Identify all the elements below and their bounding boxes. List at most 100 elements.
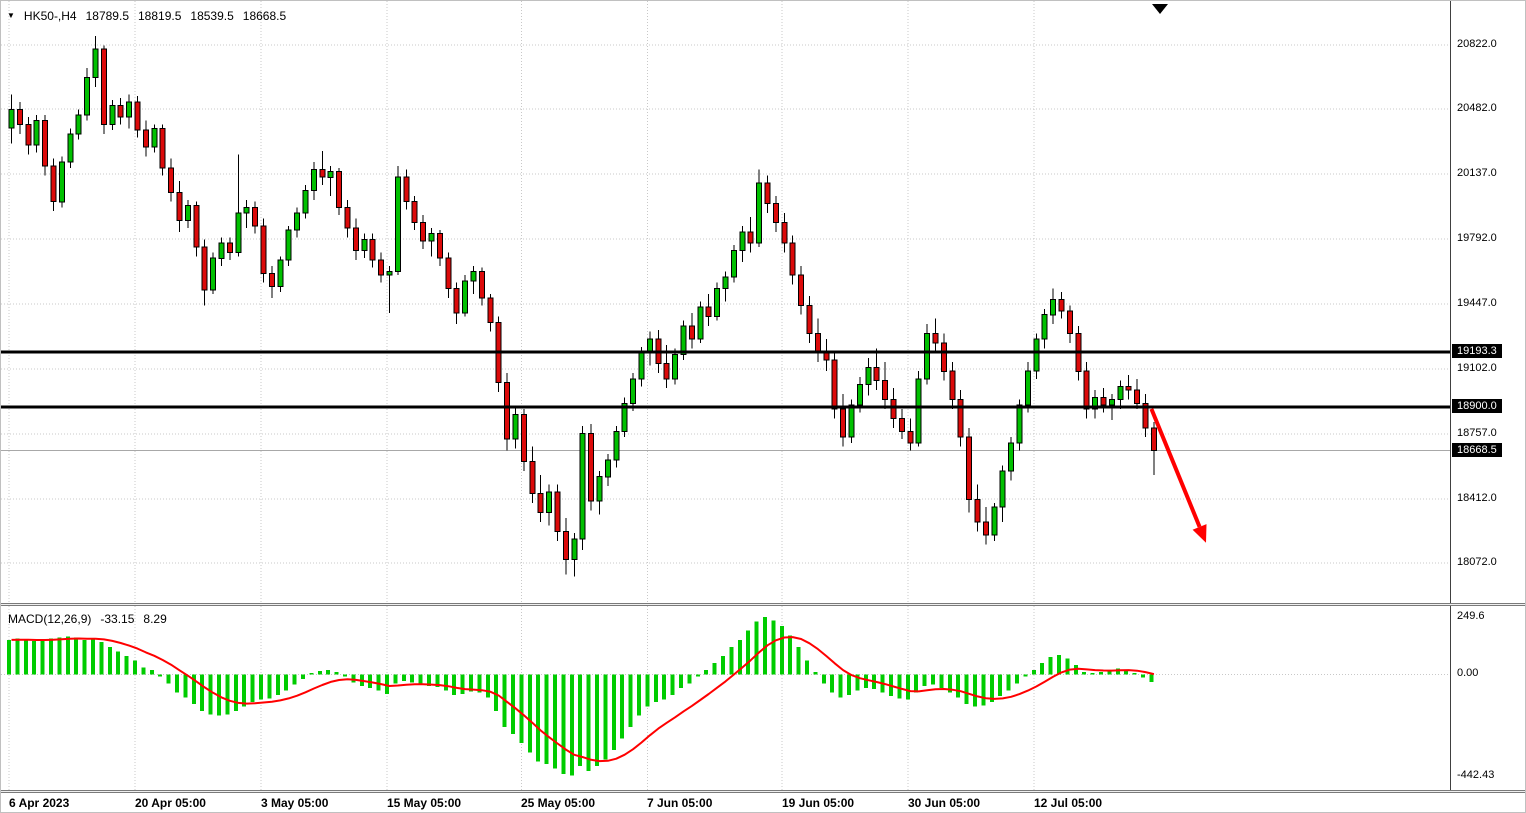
candle-body: [915, 378, 922, 444]
macd-histogram-bar: [393, 674, 398, 684]
candle-body: [1016, 404, 1023, 444]
macd-histogram-bar: [469, 674, 473, 692]
chart-shift-marker-icon[interactable]: [1152, 4, 1168, 14]
macd-histogram-bar: [931, 674, 935, 685]
macd-histogram-bar: [905, 674, 910, 700]
candle-body: [16, 108, 23, 126]
candle-body: [991, 506, 998, 536]
macd-histogram-bar: [175, 674, 179, 693]
macd-histogram-bar: [74, 637, 79, 675]
trend-arrow-head[interactable]: [1192, 524, 1207, 543]
macd-histogram-bar: [435, 674, 440, 687]
candle-body: [193, 205, 200, 248]
candle-body: [504, 382, 511, 440]
macd-histogram-bar: [981, 674, 986, 706]
macd-histogram-bar: [57, 637, 62, 675]
price-chart-pane[interactable]: ▼ HK50-,H4 18789.5 18819.5 18539.5 18668…: [1, 1, 1450, 603]
candle-body: [386, 270, 393, 276]
chart-dropdown-icon[interactable]: ▼: [7, 11, 15, 20]
macd-histogram-bar: [813, 672, 818, 675]
macd-histogram-bar: [754, 621, 759, 675]
macd-histogram-bar: [149, 669, 154, 675]
macd-tick-label: -442.43: [1457, 769, 1495, 781]
candle-body: [730, 250, 737, 278]
macd-histogram-bar: [250, 674, 255, 702]
candle-body: [1083, 370, 1090, 410]
pane-divider[interactable]: [1, 603, 1525, 606]
macd-histogram-bar: [687, 674, 692, 684]
macd-histogram-bar: [242, 674, 247, 707]
candle-body: [436, 233, 443, 259]
price-axis[interactable]: 20822.0 20482.0 20137.0 19792.0 19447.0 19102…: [1450, 1, 1525, 603]
macd-indicator-pane[interactable]: MACD(12,26,9) -33.15 8.29: [1, 606, 1450, 790]
candle-body: [789, 242, 796, 276]
candle-body: [882, 380, 889, 401]
candle-body: [268, 272, 275, 287]
candle-body: [277, 259, 284, 288]
candle-body: [663, 363, 670, 380]
macd-histogram-bar: [897, 674, 902, 699]
macd-histogram-bar: [317, 670, 322, 675]
candle-body: [252, 206, 259, 227]
macd-tick-label: 249.6: [1457, 610, 1485, 622]
candle-body: [697, 306, 704, 340]
candle-body: [369, 238, 376, 261]
macd-histogram-bar: [477, 674, 482, 693]
ohlc-close-value: 18668.5: [242, 9, 287, 23]
macd-signal-value: 8.29: [143, 612, 167, 626]
macd-histogram-bar: [519, 674, 524, 744]
macd-histogram-bar: [443, 674, 448, 691]
candle-body: [176, 191, 183, 222]
macd-histogram-bar: [376, 674, 381, 691]
macd-histogram-bar: [401, 674, 406, 682]
macd-histogram-bar: [779, 626, 784, 675]
candle-body: [1050, 299, 1057, 316]
candle-body: [310, 169, 317, 191]
trend-arrow-shaft[interactable]: [1149, 408, 1202, 528]
candle-body: [856, 383, 863, 406]
candle-body: [571, 538, 578, 561]
candlestick-chart-canvas[interactable]: [1, 1, 1450, 603]
time-tick-label: 30 Jun 05:00: [908, 796, 981, 810]
price-tick-label: 19102.0: [1457, 362, 1497, 374]
candle-body: [940, 342, 947, 372]
candle-body: [462, 280, 469, 314]
macd-histogram-bar: [418, 674, 423, 685]
macd-histogram-bar: [1124, 669, 1129, 675]
macd-histogram-bar: [385, 674, 389, 694]
ohlc-low-value: 18539.5: [190, 9, 234, 23]
candle-body: [344, 206, 351, 229]
candle-body: [554, 491, 561, 532]
macd-histogram-bar: [343, 674, 347, 677]
candle-body: [688, 325, 695, 340]
macd-histogram-bar: [107, 646, 112, 675]
price-tag: 18668.5: [1452, 443, 1502, 457]
candle-body: [873, 367, 880, 382]
macd-histogram-bar: [721, 656, 725, 675]
candle-body: [588, 432, 595, 502]
macd-histogram-bar: [527, 674, 532, 753]
candle-body: [1092, 397, 1099, 410]
candle-body: [722, 276, 729, 289]
candle-body: [235, 212, 242, 254]
candle-body: [865, 367, 872, 385]
time-axis[interactable]: 6 Apr 2023 20 Apr 05:00 3 May 05:00 15 May …: [1, 793, 1525, 812]
candle-body: [512, 414, 519, 440]
macd-axis[interactable]: 249.6 0.00 -442.43: [1450, 606, 1525, 790]
price-tag: 19193.3: [1452, 344, 1502, 358]
candle-body: [848, 404, 855, 438]
pane-divider-bottom[interactable]: [1, 790, 1525, 793]
macd-histogram-bar: [233, 674, 238, 712]
time-tick-label: 12 Jul 05:00: [1034, 796, 1103, 810]
candle-body: [394, 176, 401, 272]
macd-histogram-bar: [973, 674, 977, 707]
candle-body: [243, 206, 250, 214]
price-tick-label: 19447.0: [1457, 297, 1497, 309]
candle-body: [42, 120, 49, 167]
macd-histogram-bar: [200, 674, 205, 712]
macd-histogram-bar: [116, 651, 121, 675]
candle-body: [100, 48, 107, 125]
candle-body: [613, 431, 620, 461]
macd-histogram-bar: [485, 674, 490, 698]
